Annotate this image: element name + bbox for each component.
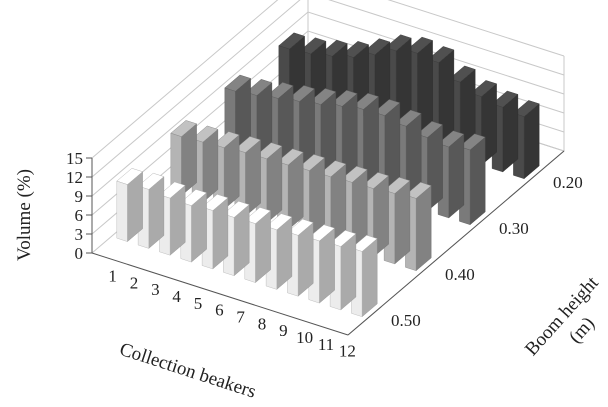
- x-tick-label-6: 6: [215, 301, 224, 320]
- x-tick-label-11: 11: [318, 335, 334, 354]
- y-tick-label-0.20: 0.20: [553, 173, 583, 192]
- y-tick-label-0.50: 0.50: [391, 311, 421, 330]
- bar-row2-beaker-3: [212, 131, 240, 210]
- gridline-z-12: [91, 0, 565, 178]
- axis-frame: [86, 150, 565, 336]
- z-tick-label-15: 15: [66, 149, 83, 168]
- x-tick-label-8: 8: [258, 314, 267, 333]
- x-axis-title: Collection beakers: [117, 339, 258, 403]
- z-tick-label-9: 9: [75, 187, 84, 206]
- x-tick-label-12: 12: [339, 342, 356, 361]
- y-axis-title: Boom height: [521, 272, 603, 360]
- x-tick-label-1: 1: [108, 266, 117, 285]
- x-tick-label-7: 7: [236, 307, 245, 326]
- bar-row2-beaker-2: [191, 125, 219, 203]
- y-tick-label-0.40: 0.40: [445, 265, 475, 284]
- bar-row1-beaker-1: [116, 168, 144, 243]
- gridline-z-15: [91, 0, 565, 159]
- x-tick-label-3: 3: [151, 280, 160, 299]
- z-tick-label-3: 3: [75, 225, 84, 244]
- bar-row1-beaker-6: [222, 200, 250, 277]
- bar-row2-beaker-1: [170, 120, 198, 197]
- x-axis-line: [91, 252, 349, 336]
- z-axis-title: Volume (%): [14, 169, 35, 261]
- bar-row4-beaker-11: [491, 90, 519, 173]
- y-tick-label-0.30: 0.30: [499, 219, 529, 238]
- bar-row2-beaker-6: [276, 148, 304, 231]
- x-tick-label-9: 9: [279, 321, 288, 340]
- bars: [116, 32, 540, 318]
- x-tick-label-5: 5: [194, 294, 203, 313]
- bar-row1-beaker-10: [308, 224, 336, 304]
- z-tick-label-0: 0: [75, 244, 84, 263]
- bar-row1-beaker-9: [286, 218, 314, 297]
- bar-row1-beaker-7: [244, 207, 272, 284]
- bar-row1-beaker-8: [265, 213, 293, 290]
- z-tick-label-6: 6: [75, 206, 84, 225]
- y-axis-line: [347, 150, 565, 336]
- x-tick-label-4: 4: [172, 287, 181, 306]
- z-tick-label-12: 12: [66, 168, 83, 187]
- x-tick-label-2: 2: [130, 273, 139, 292]
- x-tick-label-10: 10: [296, 328, 313, 347]
